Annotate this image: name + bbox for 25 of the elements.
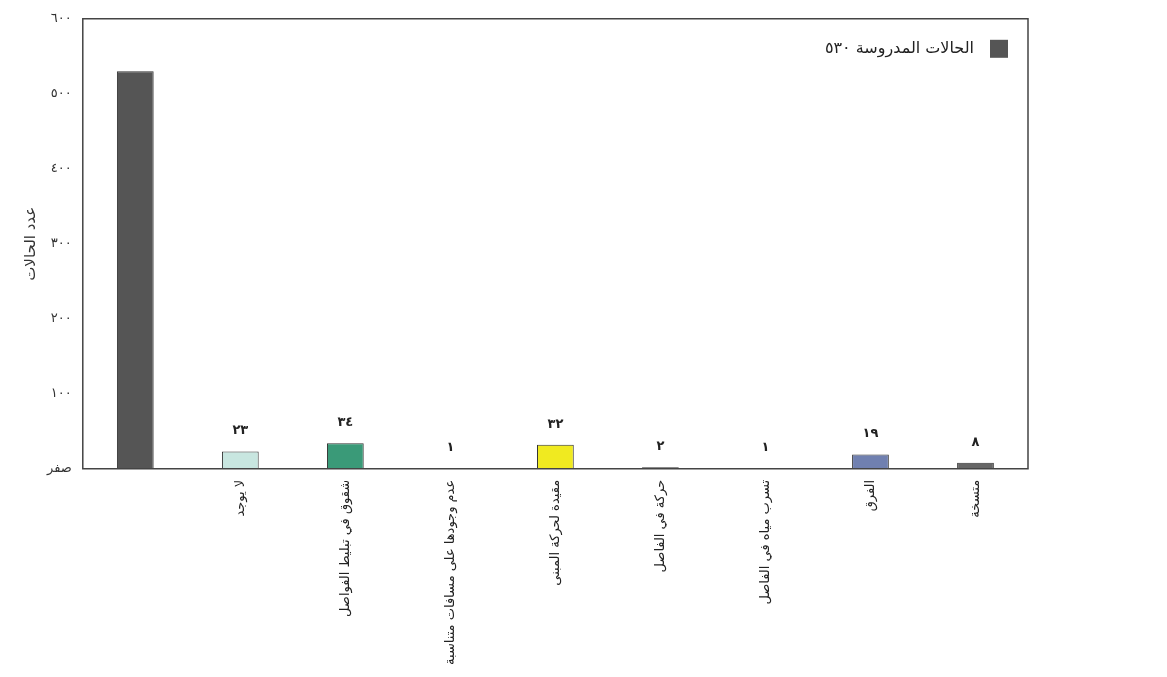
x-tick-label: متسخة	[966, 479, 982, 518]
y-tick-label: صفر	[45, 460, 72, 477]
y-tick-label: ٣٠٠	[50, 235, 72, 251]
x-tick-label: حركة في الفاصل	[651, 479, 668, 573]
y-tick-label: ٤٠٠	[50, 160, 72, 176]
legend-label: الحالات المدروسة ٥٣٠	[824, 37, 974, 58]
y-tick-label: ٢٠٠	[50, 310, 72, 326]
x-tick-label: الفرق	[861, 479, 878, 512]
data-label: ١	[761, 438, 770, 454]
x-tick-label: تسرب مياه في الفاصل	[756, 479, 773, 605]
y-tick-label: ١٠٠	[50, 385, 72, 401]
x-tick-label: عدم وجودها على مسافات متناسبة	[441, 479, 458, 666]
data-label: ٢٣	[232, 422, 249, 438]
data-label: ١٩	[862, 425, 879, 441]
x-tick-label: شقوق في تبليط الفواصل	[336, 479, 353, 618]
x-tick-label: لا يوجد	[231, 479, 248, 517]
data-label: ٣٤	[337, 414, 354, 430]
data-label: ٢	[656, 438, 665, 454]
data-label: ١	[446, 438, 455, 454]
y-tick-label: ٦٠٠	[50, 10, 72, 26]
data-label: ٣٢	[547, 415, 564, 431]
x-tick-label: مقيدة لحركة المبنى	[546, 479, 563, 586]
y-tick-label: ٥٠٠	[50, 85, 72, 101]
y-axis-title: عدد الحالات	[20, 206, 39, 281]
data-label: ٨	[971, 433, 980, 449]
